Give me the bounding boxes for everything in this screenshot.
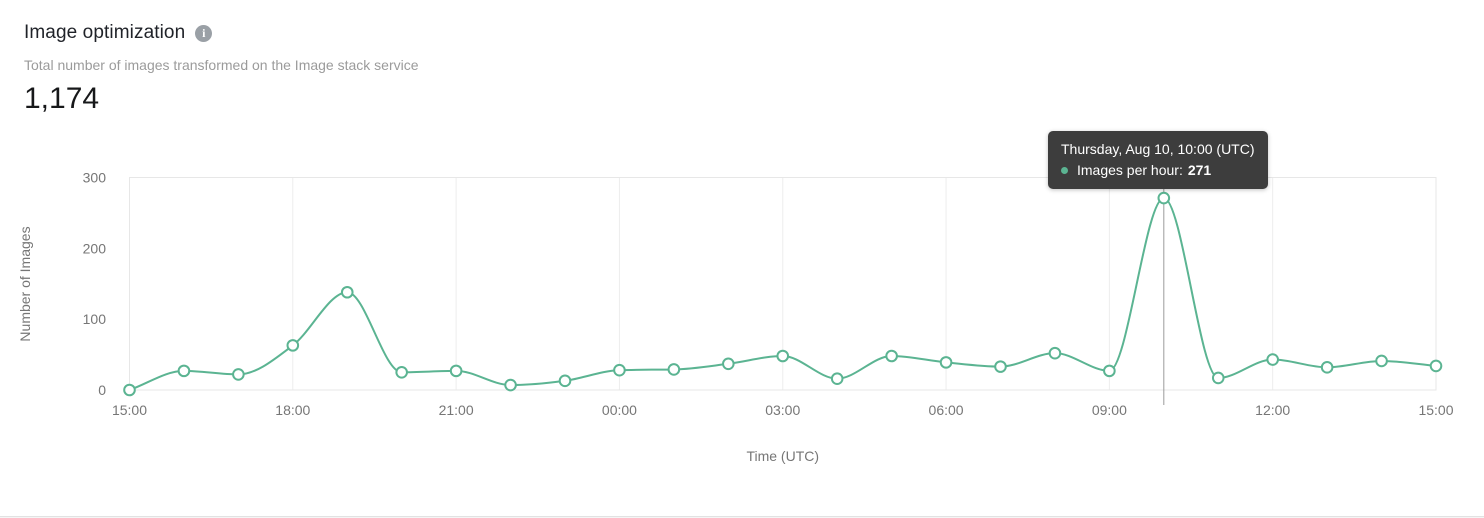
data-point[interactable] — [939, 356, 953, 369]
data-point[interactable] — [340, 285, 354, 299]
data-point[interactable] — [232, 368, 245, 381]
series-dot-icon — [1061, 167, 1068, 174]
x-tick-label: 18:00 — [275, 402, 310, 418]
data-point[interactable] — [1375, 354, 1388, 368]
x-tick-label: 12:00 — [1255, 402, 1290, 418]
plot-border — [129, 177, 1437, 391]
data-point[interactable] — [395, 365, 408, 379]
page-title: Image optimization — [24, 22, 186, 43]
x-tick-label: 06:00 — [929, 402, 964, 418]
chart-tooltip: Thursday, Aug 10, 10:00 (UTC) Images per… — [1048, 131, 1268, 189]
y-tick-label: 0 — [98, 382, 106, 398]
y-tick-label: 300 — [83, 170, 107, 186]
data-point[interactable] — [449, 364, 463, 378]
total-count: 1,174 — [24, 82, 100, 115]
data-point[interactable] — [830, 372, 844, 385]
chart-header: Image optimization i Total number of ima… — [24, 22, 419, 116]
data-point[interactable] — [504, 378, 517, 392]
x-tick-label: 00:00 — [602, 402, 637, 418]
x-tick-label: 03:00 — [765, 402, 800, 418]
y-tick-label: 200 — [83, 240, 107, 256]
data-point[interactable] — [177, 364, 191, 378]
data-point[interactable] — [1320, 361, 1334, 374]
y-axis-label: Number of Images — [17, 226, 33, 341]
data-point-highlighted[interactable] — [1157, 191, 1171, 205]
data-point[interactable] — [994, 360, 1007, 373]
x-tick-label: 15:00 — [1418, 402, 1453, 418]
data-point[interactable] — [667, 363, 681, 376]
data-point[interactable] — [776, 349, 790, 363]
bottom-divider — [0, 516, 1484, 518]
data-point[interactable] — [1211, 371, 1225, 385]
data-point[interactable] — [722, 357, 735, 371]
tooltip-date: Thursday, Aug 10, 10:00 (UTC) — [1061, 141, 1255, 157]
info-icon[interactable]: i — [195, 24, 213, 42]
data-point[interactable] — [1103, 364, 1116, 378]
data-point[interactable] — [1266, 353, 1279, 366]
data-point[interactable] — [1048, 346, 1062, 360]
x-tick-label: 15:00 — [112, 402, 147, 418]
data-point[interactable] — [558, 374, 572, 388]
x-axis-label: Time (UTC) — [746, 448, 819, 464]
x-tick-label: 09:00 — [1092, 402, 1127, 418]
data-point[interactable] — [123, 383, 136, 397]
x-tick-label: 21:00 — [439, 402, 474, 418]
chart-subtitle: Total number of images transformed on th… — [24, 57, 419, 73]
data-point[interactable] — [613, 363, 626, 377]
y-tick-label: 100 — [83, 311, 107, 327]
data-point[interactable] — [885, 349, 898, 363]
data-point[interactable] — [1429, 359, 1443, 373]
tooltip-series-label: Images per hour: — [1077, 162, 1183, 178]
tooltip-value: 271 — [1187, 162, 1212, 178]
data-point[interactable] — [286, 339, 300, 352]
